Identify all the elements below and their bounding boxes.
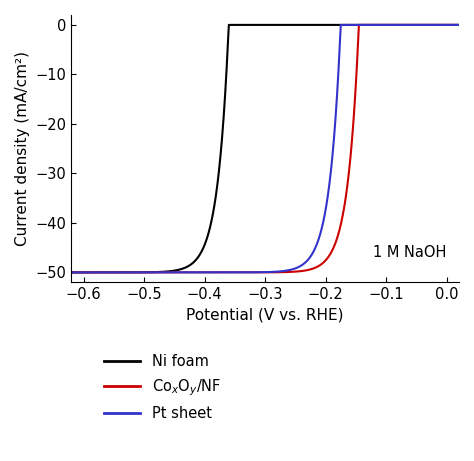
Y-axis label: Current density (mA/cm²): Current density (mA/cm²) xyxy=(15,51,30,246)
X-axis label: Potential (V vs. RHE): Potential (V vs. RHE) xyxy=(186,308,344,323)
Legend: Ni foam, Co$_x$O$_y$/NF, Pt sheet: Ni foam, Co$_x$O$_y$/NF, Pt sheet xyxy=(98,349,227,427)
Text: 1 M NaOH: 1 M NaOH xyxy=(373,245,447,260)
